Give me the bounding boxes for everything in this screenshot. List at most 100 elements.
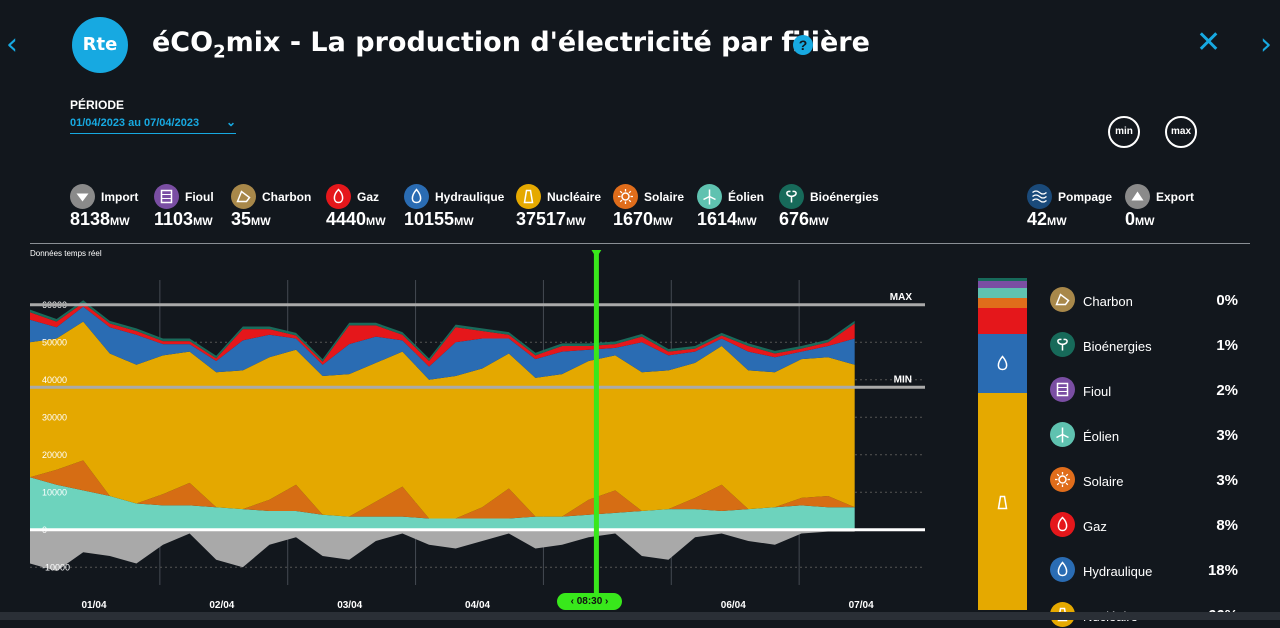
mix-row-wind-turbine: Éolien 3% xyxy=(1050,422,1280,448)
series-area-gaz xyxy=(30,302,855,367)
time-tag-left-icon: ‹ xyxy=(570,596,577,607)
legend-name: Gaz xyxy=(357,190,380,204)
x-tick-label: 06/04 xyxy=(721,600,746,611)
export-icon xyxy=(1125,184,1150,209)
mix-name: Charbon xyxy=(1083,294,1133,309)
water-drop-icon xyxy=(404,184,429,209)
mix-row-sprout: Bioénergies 1% xyxy=(1050,332,1280,358)
legend-value: 42MW xyxy=(1027,209,1067,229)
mix-percent: 3% xyxy=(1216,472,1238,489)
y-tick-label: 50000 xyxy=(42,337,67,347)
mix-row-gas-flame: Gaz 8% xyxy=(1050,512,1280,538)
min-label: MIN xyxy=(894,374,912,385)
next-arrow-icon[interactable]: › xyxy=(1260,27,1272,62)
title-sub: 2 xyxy=(213,41,226,63)
rte-logo: Rte xyxy=(72,17,128,73)
stack-segment-sun xyxy=(978,297,1027,308)
legend-name: Solaire xyxy=(644,190,685,204)
series-area-import xyxy=(30,529,855,571)
legend-name: Charbon xyxy=(262,190,312,204)
wind-turbine-icon xyxy=(697,184,722,209)
time-tag-right-icon: › xyxy=(602,596,609,607)
min-button[interactable]: min xyxy=(1108,116,1140,148)
legend-value: 1614MW xyxy=(697,209,757,229)
fuel-oil-icon xyxy=(154,184,179,209)
mix-name: Solaire xyxy=(1083,474,1124,489)
y-tick-label: 40000 xyxy=(42,375,67,385)
x-tick-label: 01/04 xyxy=(81,600,106,611)
y-tick-label: 30000 xyxy=(42,412,67,422)
mix-name: Gaz xyxy=(1083,519,1107,534)
sprout-icon xyxy=(779,184,804,209)
time-cursor-tag[interactable]: ‹ 08:30 › xyxy=(557,593,622,610)
legend-name: Pompage xyxy=(1058,190,1113,204)
nuclear-icon xyxy=(516,184,541,209)
mix-stacked-bar xyxy=(978,278,1027,610)
sun-icon xyxy=(1050,467,1075,492)
max-label: MAX xyxy=(890,292,913,303)
legend-value: 35MW xyxy=(231,209,271,229)
legend-value: 676MW xyxy=(779,209,829,229)
legend-value: 1103MW xyxy=(154,209,213,229)
time-cursor-handle[interactable] xyxy=(588,250,604,258)
y-tick-label: 10000 xyxy=(42,487,67,497)
series-area-solaire xyxy=(30,460,855,519)
legend-name: Fioul xyxy=(185,190,214,204)
period-value: 01/04/2023 au 07/04/2023 xyxy=(70,117,200,129)
water-drop-icon xyxy=(990,351,1015,381)
help-icon[interactable]: ? xyxy=(793,35,813,55)
period-select[interactable]: 01/04/2023 au 07/04/2023 ⌄ xyxy=(70,115,236,134)
gas-flame-icon xyxy=(1050,512,1075,537)
period-label: PÉRIODE xyxy=(70,98,125,112)
stack-segment-wind-turbine xyxy=(978,287,1027,298)
mix-percent: 2% xyxy=(1216,382,1238,399)
series-area-hydraulique xyxy=(30,306,855,380)
realtime-label: Données temps réel xyxy=(30,249,102,258)
legend-name: Bioénergies xyxy=(810,190,879,204)
x-tick-label: 02/04 xyxy=(209,600,234,611)
mix-name: Fioul xyxy=(1083,384,1112,399)
legend-value: 8138MW xyxy=(70,209,130,229)
legend-value: 4440MW xyxy=(326,209,386,229)
mix-row-sun: Solaire 3% xyxy=(1050,467,1280,493)
page-title: éCO2mix - La production d'électricité pa… xyxy=(152,27,870,62)
logo-text: Rte xyxy=(82,34,118,55)
stack-segment-nuclear xyxy=(978,393,1027,610)
legend-name: Hydraulique xyxy=(435,190,505,204)
mix-name: Hydraulique xyxy=(1083,564,1153,579)
sun-icon xyxy=(613,184,638,209)
stack-segment-water-drop xyxy=(978,333,1027,394)
mix-name: Éolien xyxy=(1083,429,1120,444)
bottom-scrollbar[interactable] xyxy=(0,612,1280,620)
legend-name: Éolien xyxy=(728,190,765,204)
production-chart[interactable]: 6000050000400003000020000100000-10000MAX… xyxy=(0,250,940,612)
coal-icon xyxy=(1050,287,1075,312)
legend-name: Export xyxy=(1156,190,1195,204)
legend-value: 0MW xyxy=(1125,209,1155,229)
max-button[interactable]: max xyxy=(1165,116,1197,148)
y-tick-label: 20000 xyxy=(42,450,67,460)
nuclear-icon xyxy=(990,490,1015,520)
mix-percent: 0% xyxy=(1216,292,1238,309)
stack-segment-sprout xyxy=(978,278,1027,282)
mix-percent: 8% xyxy=(1216,517,1238,534)
x-tick-label: 03/04 xyxy=(337,600,362,611)
x-tick-label: 04/04 xyxy=(465,600,490,611)
import-icon xyxy=(70,184,95,209)
waves-icon xyxy=(1027,184,1052,209)
mix-percent: 3% xyxy=(1216,427,1238,444)
close-icon[interactable]: ✕ xyxy=(1196,25,1222,60)
prev-arrow-icon[interactable]: ‹ xyxy=(6,27,18,62)
coal-icon xyxy=(231,184,256,209)
water-drop-icon xyxy=(1050,557,1075,582)
mix-row-fuel-oil: Fioul 2% xyxy=(1050,377,1280,403)
gas-flame-icon xyxy=(326,184,351,209)
wind-turbine-icon xyxy=(1050,422,1075,447)
stack-segment-fuel-oil xyxy=(978,281,1027,288)
divider xyxy=(30,243,1250,244)
fuel-oil-icon xyxy=(1050,377,1075,402)
sprout-icon xyxy=(1050,332,1075,357)
mix-name: Bioénergies xyxy=(1083,339,1152,354)
mix-row-water-drop: Hydraulique 18% xyxy=(1050,557,1280,583)
y-tick-label: -10000 xyxy=(42,562,70,572)
